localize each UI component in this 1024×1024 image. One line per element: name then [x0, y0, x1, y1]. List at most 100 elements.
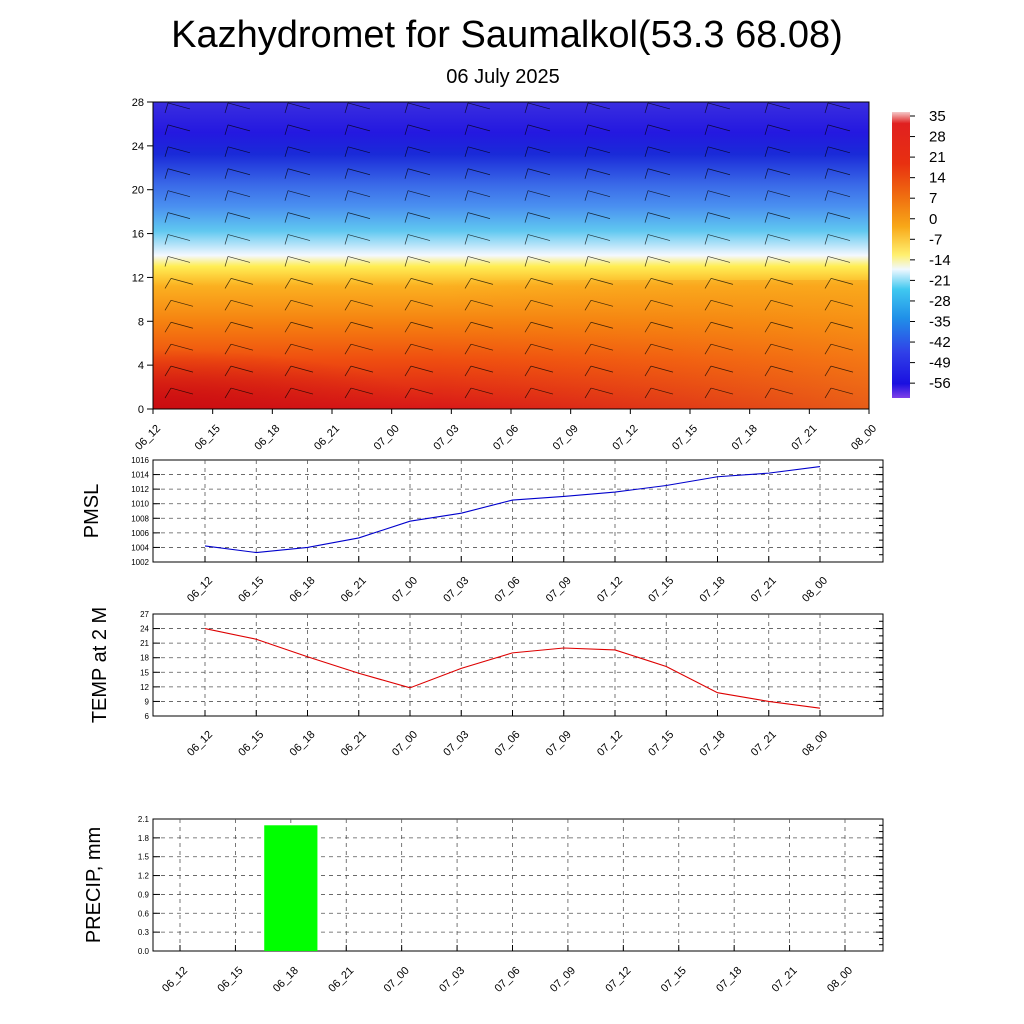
x-tick-label: 06_12: [133, 423, 163, 453]
wind-barb: [644, 168, 649, 179]
y-tick-label: 1006: [131, 529, 149, 538]
wind-barbs: [164, 102, 854, 399]
wind-barb-flag: [350, 278, 374, 285]
wind-barb-flag: [710, 365, 734, 373]
wind-barb-flag: [230, 365, 254, 373]
wind-barb: [284, 365, 292, 377]
wind-barb-flag: [470, 387, 494, 395]
wind-barb-flag: [827, 168, 851, 176]
wind-barb-flag: [410, 278, 434, 285]
y-tick-label: 2.1: [138, 815, 150, 824]
wind-barb: [224, 365, 232, 377]
wind-barb: [524, 102, 529, 114]
wind-barb-flag: [287, 124, 311, 132]
wind-barb-flag: [707, 212, 731, 219]
wind-barb: [764, 212, 769, 223]
wind-barb: [164, 278, 172, 289]
wind-barb: [344, 102, 349, 114]
colorbar-labels: 35 28 21 14 7 0 -7 -14 -21 -28 -35 -42 -49 -56: [910, 108, 951, 392]
wind-barb: [344, 365, 352, 377]
x-tick-label: 07_15: [659, 965, 689, 995]
wind-barb: [644, 365, 652, 377]
wind-barb-flag: [167, 102, 191, 110]
wind-barb-flag: [650, 299, 674, 307]
wind-barb: [644, 300, 652, 311]
wind-barb: [344, 300, 352, 311]
wind-barb-flag: [530, 365, 554, 373]
wind-barb-flag: [167, 168, 191, 176]
wind-barb: [764, 322, 772, 333]
wind-barb-flag: [167, 234, 191, 241]
wind-barb-flag: [647, 190, 671, 198]
temp-plot: 6 9 12 15 18 21 24 27 06_12 06_15 06_18 06_21 07_00 0…: [140, 610, 883, 759]
wind-barb: [344, 322, 352, 333]
wind-barb-flag: [710, 387, 734, 395]
colorbar-label: -35: [929, 314, 951, 331]
wind-barb-flag: [287, 212, 311, 219]
wind-barb: [824, 256, 829, 267]
x-tick-label: 07_21: [789, 423, 819, 453]
wind-barb: [584, 322, 592, 333]
x-tick-label: 07_06: [493, 575, 523, 605]
wind-barb-flag: [827, 212, 851, 219]
wind-barb: [164, 234, 169, 245]
colorbar-label: -14: [929, 252, 951, 269]
wind-barb-flag: [767, 190, 791, 198]
wind-barb: [404, 278, 412, 289]
x-tick-label: 07_12: [595, 729, 625, 759]
x-tick-label: 07_00: [382, 965, 412, 995]
wind-barb-flag: [467, 256, 491, 263]
y-tick-label: 1008: [131, 514, 149, 523]
wind-barb: [584, 278, 592, 289]
y-tick-label: 21: [140, 639, 149, 648]
wind-barb: [704, 322, 712, 333]
wind-barb: [764, 146, 769, 157]
x-tick-label: 07_09: [551, 423, 581, 453]
wind-barb: [584, 365, 592, 377]
wind-barb-flag: [767, 212, 791, 219]
wind-barb: [344, 190, 349, 201]
x-tick-label: 07_03: [431, 423, 461, 453]
wind-barb: [164, 212, 169, 223]
wind-barb-flag: [587, 190, 611, 198]
wind-barb: [524, 124, 529, 135]
wind-barb: [284, 234, 289, 245]
wind-barb-flag: [407, 256, 431, 263]
wind-barb-flag: [707, 124, 731, 132]
wind-barb: [464, 300, 472, 311]
wind-barb-flag: [467, 234, 491, 241]
wind-barb: [224, 322, 232, 333]
temp-frame: [152, 613, 884, 717]
wind-barb: [284, 212, 289, 223]
wind-barb-flag: [290, 278, 314, 285]
wind-barb-flag: [407, 234, 431, 241]
wind-barb-flag: [467, 102, 491, 110]
wind-barb-flag: [710, 299, 734, 307]
wind-barb: [584, 387, 592, 399]
wind-barb: [764, 190, 769, 201]
x-tick-label: 07_06: [491, 423, 521, 453]
wind-barb-flag: [770, 299, 794, 307]
wind-barb: [344, 278, 352, 289]
wind-barb: [704, 234, 709, 245]
wind-barb-flag: [647, 102, 671, 110]
wind-barb: [464, 343, 472, 355]
wind-barb-flag: [347, 146, 371, 154]
wind-barb: [404, 387, 412, 399]
wind-barb-flag: [647, 234, 671, 241]
wind-barb: [524, 146, 529, 157]
wind-barb-flag: [830, 278, 854, 285]
wind-barb-flag: [227, 102, 251, 110]
wind-barb: [824, 168, 829, 179]
wind-barb-flag: [290, 321, 314, 329]
wind-barb: [404, 343, 412, 355]
precip-bar: [264, 825, 318, 951]
wind-barb-flag: [230, 343, 254, 351]
x-tick-label: 06_21: [312, 423, 342, 453]
wind-barb: [824, 212, 829, 223]
wind-barb: [644, 234, 649, 245]
wind-barb: [764, 278, 772, 289]
wind-barb: [224, 256, 229, 267]
wind-barb: [524, 168, 529, 179]
wind-barb-flag: [527, 190, 551, 198]
